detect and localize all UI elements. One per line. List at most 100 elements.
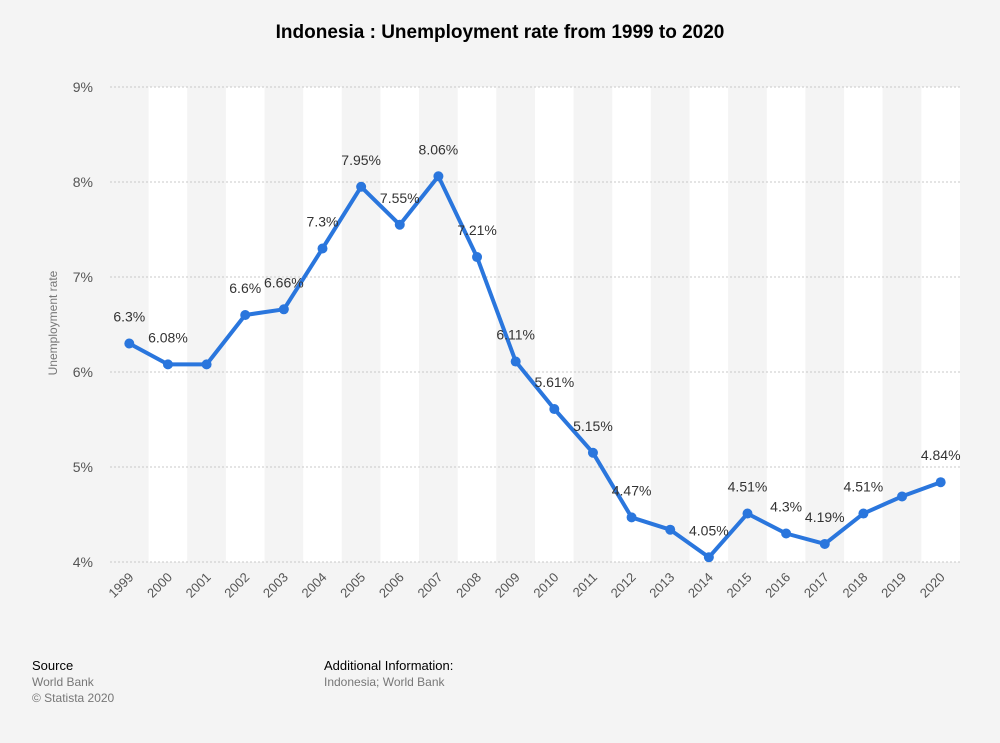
data-label-2004: 7.3% xyxy=(307,214,339,230)
x-tick-label-2013: 2013 xyxy=(646,570,677,601)
data-point-2002[interactable] xyxy=(240,310,251,320)
footer-source: Source World Bank © Statista 2020 xyxy=(32,658,114,706)
column-band-2002 xyxy=(225,87,265,562)
x-axis-ticks: 1999 2000 2001 2002 2003 2004 2005 2006 2007 2008… xyxy=(105,570,947,601)
data-point-2003[interactable] xyxy=(278,304,289,315)
source-heading: Source xyxy=(32,658,74,673)
data-point-2014[interactable] xyxy=(703,552,714,563)
data-point-2001[interactable] xyxy=(201,359,212,370)
column-band-2001 xyxy=(187,87,226,562)
column-band-2010 xyxy=(535,87,574,562)
data-label-2007: 8.06% xyxy=(419,141,459,157)
data-points xyxy=(124,171,946,563)
column-band-2011 xyxy=(573,87,613,562)
x-tick-label-2004: 2004 xyxy=(299,570,330,601)
column-band-2015 xyxy=(728,87,767,562)
x-tick-label-2018: 2018 xyxy=(839,570,870,601)
data-label-1999: 6.3% xyxy=(113,309,145,325)
y-axis-ticks: 4% 5% 6% 7% 8% 9% xyxy=(73,79,93,570)
column-band-2012 xyxy=(612,87,651,562)
column-band-2018 xyxy=(844,87,883,562)
data-point-2009[interactable] xyxy=(510,356,521,367)
column-band-2005 xyxy=(341,87,381,562)
data-point-2018[interactable] xyxy=(858,508,869,519)
data-point-2019[interactable] xyxy=(897,491,908,502)
data-label-2016: 4.3% xyxy=(770,499,802,515)
data-point-2016[interactable] xyxy=(781,528,792,539)
data-point-2006[interactable] xyxy=(394,219,405,230)
gridlines xyxy=(110,86,960,563)
y-tick-label-6: 6% xyxy=(73,364,93,380)
data-point-2007[interactable] xyxy=(433,171,444,182)
x-tick-label-2016: 2016 xyxy=(762,570,793,601)
data-point-2008[interactable] xyxy=(472,252,483,263)
x-tick-label-2008: 2008 xyxy=(453,570,484,601)
y-tick-label-9: 9% xyxy=(73,79,93,95)
x-tick-label-2015: 2015 xyxy=(724,570,755,601)
column-band-2019 xyxy=(882,87,922,562)
column-band-2013 xyxy=(650,87,690,562)
y-tick-label-8: 8% xyxy=(73,174,93,190)
data-label-2020: 4.84% xyxy=(921,447,961,463)
x-tick-label-2010: 2010 xyxy=(530,570,561,601)
data-label-2003: 6.66% xyxy=(264,274,304,290)
column-bands xyxy=(110,87,960,562)
data-point-2005[interactable] xyxy=(356,181,367,192)
y-tick-label-5: 5% xyxy=(73,459,93,475)
data-label-2009: 6.11% xyxy=(496,327,535,343)
data-labels: 6.3%6.08% 6.6% 6.66% 7.3% 7.95% 7.55% 8.06% 7.2… xyxy=(113,141,960,538)
data-label-2008: 7.21% xyxy=(457,222,497,238)
data-label-2010: 5.61% xyxy=(534,374,574,390)
column-band-2003 xyxy=(264,87,304,562)
data-point-2011[interactable] xyxy=(587,447,598,458)
data-label-2002: 6.6% xyxy=(229,280,261,296)
column-band-2008 xyxy=(457,87,497,562)
data-point-1999[interactable] xyxy=(124,338,135,349)
x-tick-label-2000: 2000 xyxy=(144,570,175,601)
column-band-2006 xyxy=(380,87,420,562)
data-point-2012[interactable] xyxy=(626,512,637,523)
series-line xyxy=(127,174,943,560)
x-tick-label-2006: 2006 xyxy=(376,570,407,601)
data-label-2011: 5.15% xyxy=(573,418,613,434)
column-band-2014 xyxy=(689,87,729,562)
data-label-2015: 4.51% xyxy=(728,479,768,495)
additional-info-heading: Additional Information: xyxy=(324,658,454,673)
x-tick-label-2001: 2001 xyxy=(183,570,214,601)
data-point-2004[interactable] xyxy=(317,243,328,254)
data-label-2018: 4.51% xyxy=(844,479,884,495)
column-band-2007 xyxy=(419,87,458,562)
source-line-2: © Statista 2020 xyxy=(32,691,115,705)
column-band-2004 xyxy=(303,87,342,562)
additional-info-text: Indonesia; World Bank xyxy=(324,675,445,689)
column-band-1999 xyxy=(110,87,149,562)
x-tick-label-2011: 2011 xyxy=(570,570,600,600)
data-label-2005: 7.95% xyxy=(341,152,381,168)
y-tick-label-7: 7% xyxy=(73,269,93,285)
data-point-2017[interactable] xyxy=(819,538,830,549)
x-tick-label-2019: 2019 xyxy=(878,570,909,601)
x-tick-label-2009: 2009 xyxy=(492,570,523,601)
x-tick-label-2007: 2007 xyxy=(414,570,445,601)
data-point-2013[interactable] xyxy=(665,524,676,535)
x-tick-label-2014: 2014 xyxy=(685,570,716,601)
x-tick-label-2002: 2002 xyxy=(221,570,252,601)
data-label-2014: 4.05% xyxy=(689,522,729,538)
chart-title: Indonesia : Unemployment rate from 1999 … xyxy=(275,22,725,43)
x-tick-label-1999: 1999 xyxy=(105,570,136,601)
footer-additional-info: Additional Information: Indonesia; World… xyxy=(324,658,453,690)
data-point-2020[interactable] xyxy=(935,477,946,488)
data-point-2015[interactable] xyxy=(742,508,753,519)
data-point-2000[interactable] xyxy=(162,359,173,370)
column-band-2020 xyxy=(921,87,960,562)
column-band-2000 xyxy=(148,87,188,562)
x-tick-label-2012: 2012 xyxy=(608,570,639,601)
data-label-2017: 4.19% xyxy=(805,509,845,525)
data-point-2010[interactable] xyxy=(549,404,560,415)
x-tick-label-2003: 2003 xyxy=(260,570,291,601)
series-line-path xyxy=(127,174,943,560)
source-line-1[interactable]: World Bank xyxy=(32,675,94,689)
y-axis-label: Unemployment rate xyxy=(46,270,60,375)
line-chart: 4% 5% 6% 7% 8% 9% Unemployment rate 1999 2000 2… xyxy=(46,79,961,601)
x-tick-label-2020: 2020 xyxy=(917,570,948,601)
